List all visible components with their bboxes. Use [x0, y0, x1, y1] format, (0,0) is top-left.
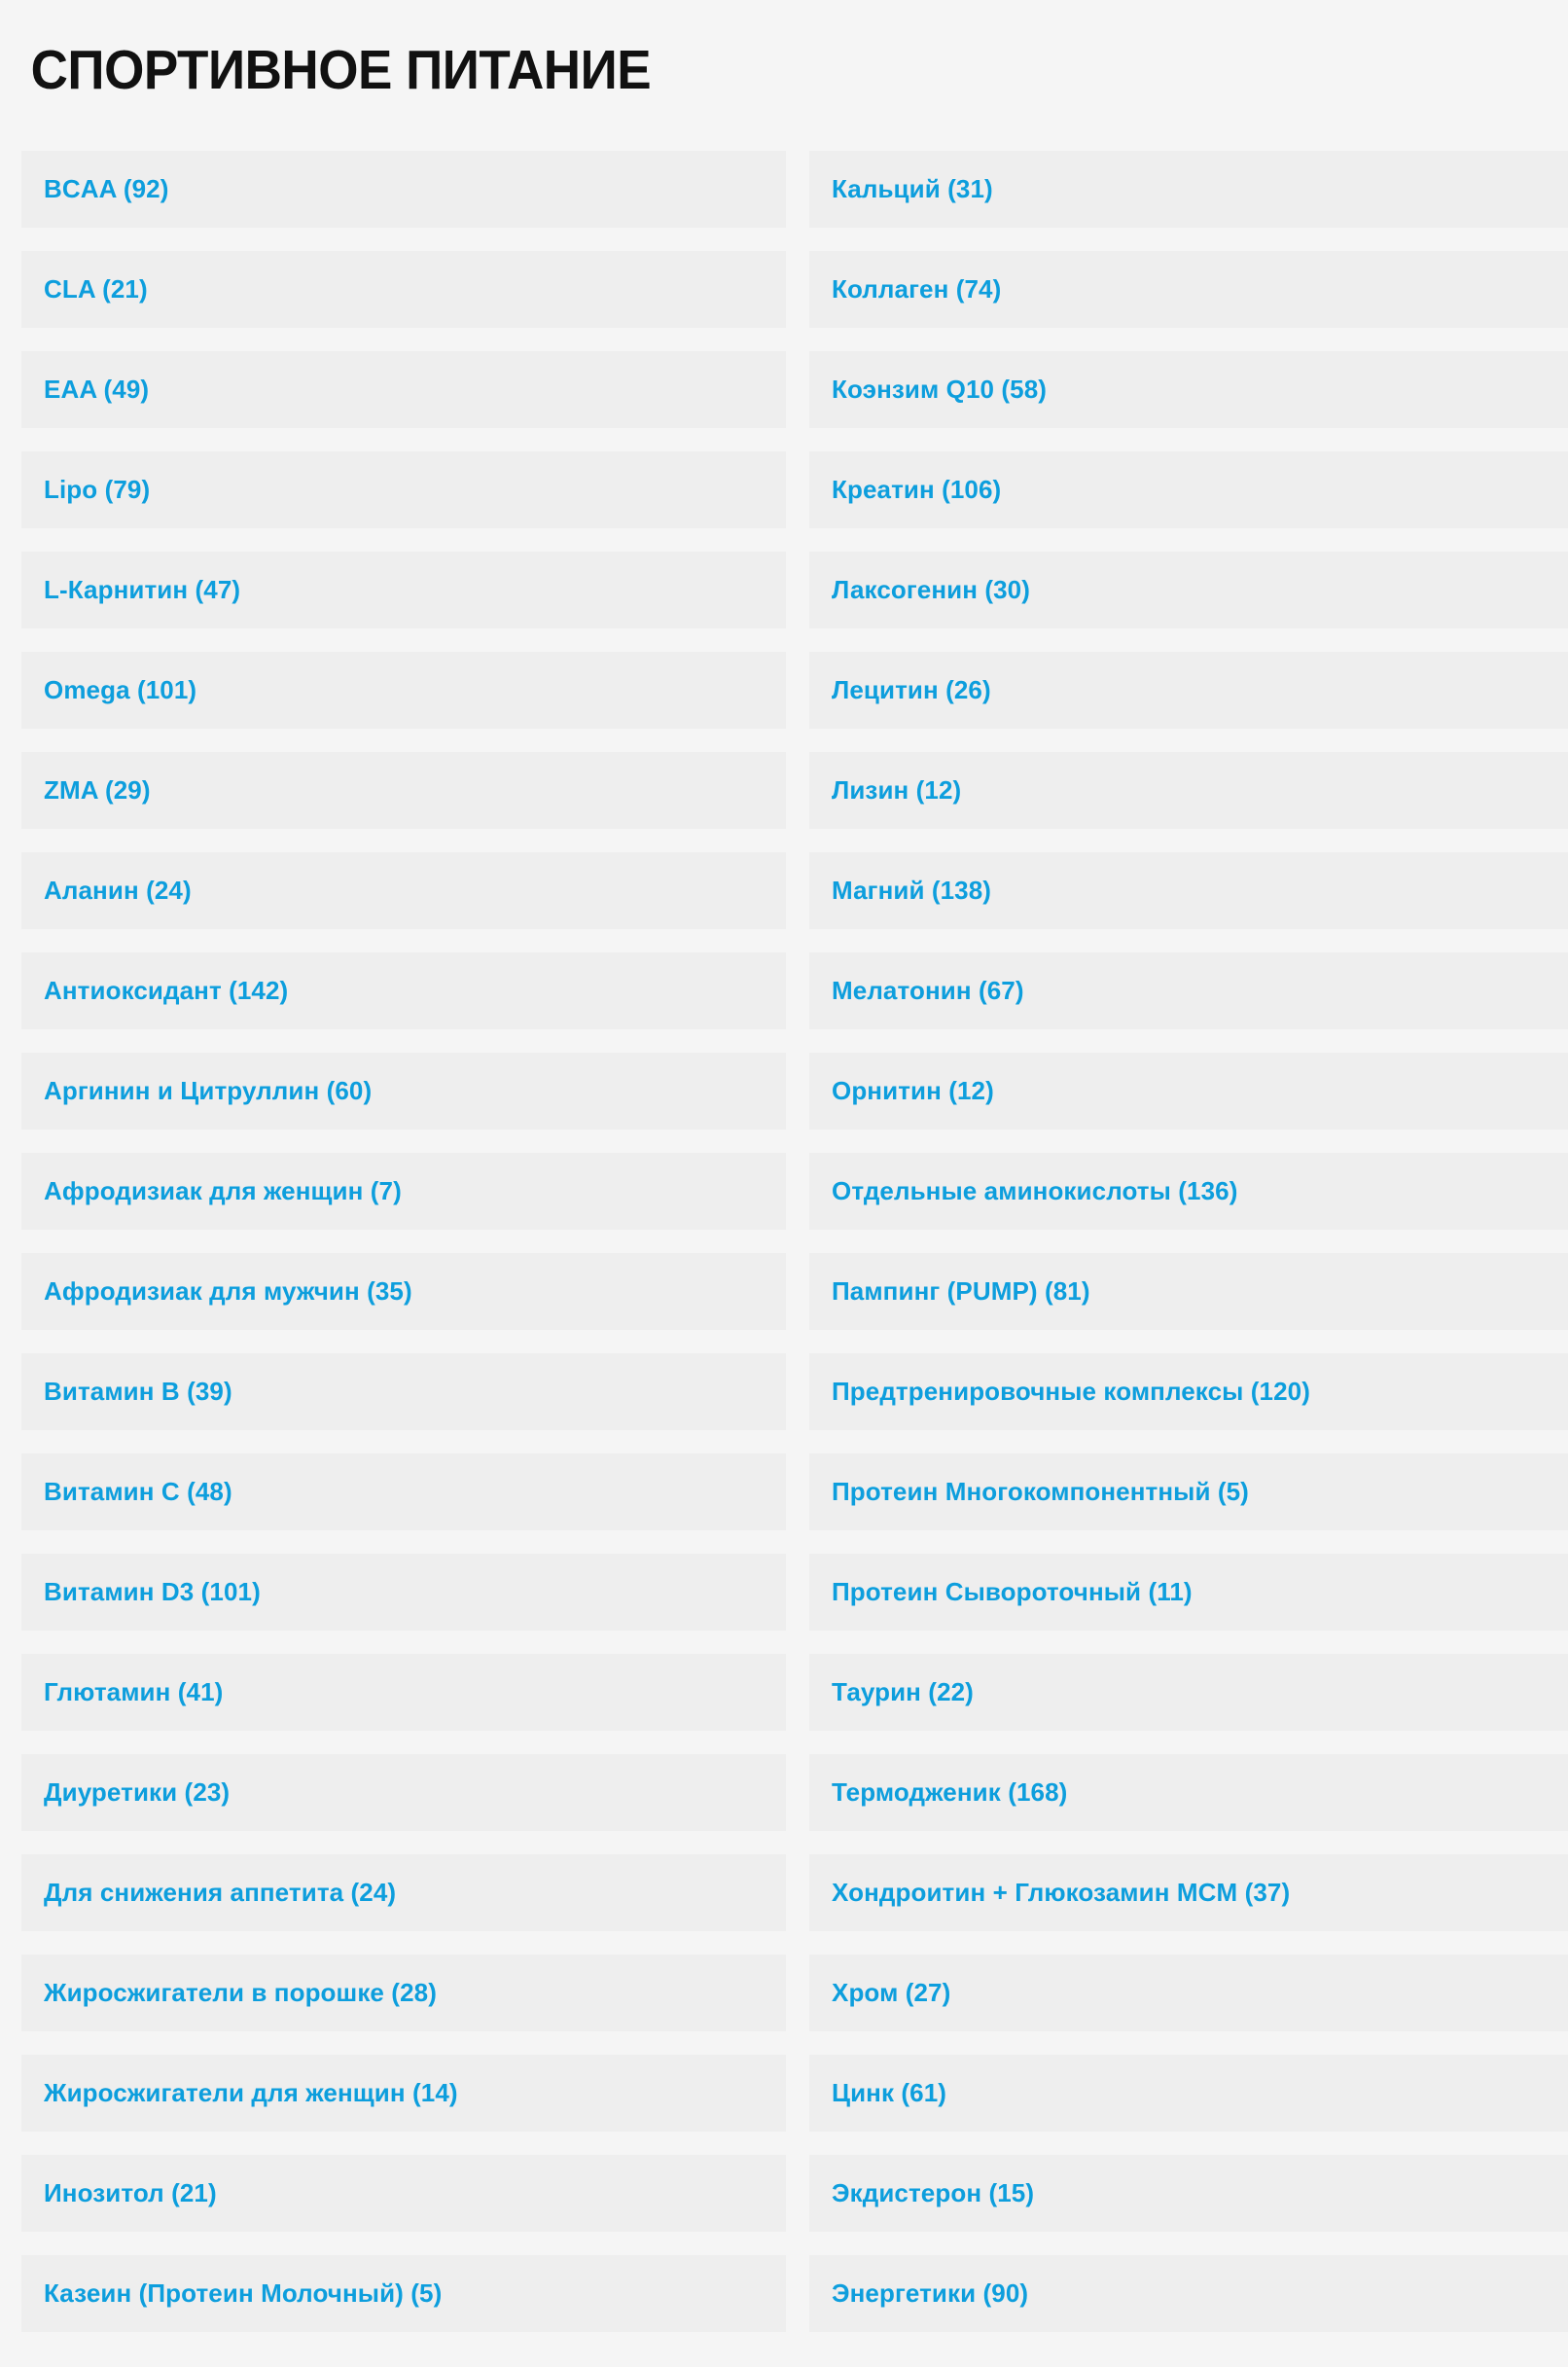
- category-row[interactable]: Экдистерон (15): [809, 2155, 1568, 2232]
- category-row[interactable]: Предтренировочные комплексы (120): [809, 1353, 1568, 1430]
- category-row[interactable]: Орнитин (12): [809, 1053, 1568, 1130]
- category-row[interactable]: Термодженик (168): [809, 1754, 1568, 1831]
- category-row[interactable]: Lipo (79): [21, 451, 786, 528]
- category-link[interactable]: CLA (21): [44, 274, 148, 305]
- category-link[interactable]: Lipo (79): [44, 475, 151, 505]
- category-link[interactable]: Диуретики (23): [44, 1777, 231, 1808]
- category-row[interactable]: Витамин B (39): [21, 1353, 786, 1430]
- category-link[interactable]: Хондроитин + Глюкозамин MCM (37): [832, 1878, 1291, 1908]
- category-row[interactable]: Креатин (106): [809, 451, 1568, 528]
- category-link[interactable]: Omega (101): [44, 675, 197, 705]
- category-link[interactable]: ZMA (29): [44, 775, 151, 806]
- category-link[interactable]: Витамин B (39): [44, 1377, 232, 1407]
- category-link[interactable]: Для снижения аппетита (24): [44, 1878, 397, 1908]
- category-link[interactable]: Предтренировочные комплексы (120): [832, 1377, 1310, 1407]
- category-link[interactable]: Протеин Сывороточный (11): [832, 1577, 1193, 1607]
- category-row[interactable]: L-Карнитин (47): [21, 552, 786, 628]
- category-row[interactable]: Для снижения аппетита (24): [21, 1854, 786, 1931]
- category-row[interactable]: Жиросжигатели для женщин (14): [21, 2055, 786, 2132]
- category-link[interactable]: Лизин (12): [832, 775, 962, 806]
- category-link[interactable]: Экдистерон (15): [832, 2178, 1035, 2208]
- category-link[interactable]: Лаксогенин (30): [832, 575, 1031, 605]
- category-link[interactable]: EAA (49): [44, 375, 150, 405]
- category-link[interactable]: BCAA (92): [44, 174, 169, 204]
- category-link[interactable]: Аргинин и Цитруллин (60): [44, 1076, 373, 1106]
- category-row[interactable]: Инозитол (21): [21, 2155, 786, 2232]
- category-row[interactable]: Протеин Сывороточный (11): [809, 1554, 1568, 1631]
- category-link[interactable]: Коллаген (74): [832, 274, 1002, 305]
- category-link[interactable]: Аланин (24): [44, 876, 192, 906]
- category-row[interactable]: BCAA (92): [21, 151, 786, 228]
- category-row[interactable]: Отдельные аминокислоты (136): [809, 1153, 1568, 1230]
- category-link[interactable]: Хром (27): [832, 1978, 951, 2008]
- category-row[interactable]: Лаксогенин (30): [809, 552, 1568, 628]
- category-link[interactable]: Энергетики (90): [832, 2278, 1029, 2309]
- category-row[interactable]: Афродизиак для мужчин (35): [21, 1253, 786, 1330]
- category-link[interactable]: Термодженик (168): [832, 1777, 1068, 1808]
- category-column-right: Кальций (31) Коллаген (74) Коэнзим Q10 (58…: [809, 151, 1568, 2332]
- category-row[interactable]: Лецитин (26): [809, 652, 1568, 729]
- category-link[interactable]: Глютамин (41): [44, 1677, 224, 1707]
- category-row[interactable]: Лизин (12): [809, 752, 1568, 829]
- category-link[interactable]: Жиросжигатели для женщин (14): [44, 2078, 458, 2108]
- category-row[interactable]: Коллаген (74): [809, 251, 1568, 328]
- category-row[interactable]: Хондроитин + Глюкозамин MCM (37): [809, 1854, 1568, 1931]
- category-row[interactable]: Казеин (Протеин Молочный) (5): [21, 2255, 786, 2332]
- category-row[interactable]: Жиросжигатели в порошке (28): [21, 1955, 786, 2031]
- category-row[interactable]: Omega (101): [21, 652, 786, 729]
- category-columns: BCAA (92) CLA (21) EAA (49) Lipo (79) L-Карн…: [0, 151, 1568, 2332]
- category-link[interactable]: Отдельные аминокислоты (136): [832, 1176, 1238, 1206]
- category-link[interactable]: Инозитол (21): [44, 2178, 217, 2208]
- category-link[interactable]: L-Карнитин (47): [44, 575, 241, 605]
- category-link[interactable]: Афродизиак для женщин (7): [44, 1176, 402, 1206]
- category-link[interactable]: Орнитин (12): [832, 1076, 994, 1106]
- category-link[interactable]: Лецитин (26): [832, 675, 991, 705]
- category-link[interactable]: Жиросжигатели в порошке (28): [44, 1978, 437, 2008]
- category-row[interactable]: Витамин C (48): [21, 1453, 786, 1530]
- category-link[interactable]: Магний (138): [832, 876, 992, 906]
- category-row[interactable]: Глютамин (41): [21, 1654, 786, 1731]
- category-row[interactable]: Диуретики (23): [21, 1754, 786, 1831]
- category-link[interactable]: Витамин D3 (101): [44, 1577, 261, 1607]
- category-row[interactable]: Протеин Многокомпонентный (5): [809, 1453, 1568, 1530]
- category-link[interactable]: Витамин C (48): [44, 1477, 232, 1507]
- category-row[interactable]: Магний (138): [809, 852, 1568, 929]
- category-row[interactable]: Аланин (24): [21, 852, 786, 929]
- category-row[interactable]: Коэнзим Q10 (58): [809, 351, 1568, 428]
- category-row[interactable]: CLA (21): [21, 251, 786, 328]
- category-row[interactable]: Кальций (31): [809, 151, 1568, 228]
- category-row[interactable]: Мелатонин (67): [809, 952, 1568, 1029]
- category-row[interactable]: Энергетики (90): [809, 2255, 1568, 2332]
- category-link[interactable]: Коэнзим Q10 (58): [832, 375, 1048, 405]
- category-row[interactable]: Таурин (22): [809, 1654, 1568, 1731]
- category-row[interactable]: Витамин D3 (101): [21, 1554, 786, 1631]
- category-link[interactable]: Пампинг (PUMP) (81): [832, 1276, 1090, 1307]
- category-row[interactable]: Пампинг (PUMP) (81): [809, 1253, 1568, 1330]
- category-row[interactable]: ZMA (29): [21, 752, 786, 829]
- category-row[interactable]: Афродизиак для женщин (7): [21, 1153, 786, 1230]
- category-link[interactable]: Кальций (31): [832, 174, 993, 204]
- category-link[interactable]: Цинк (61): [832, 2078, 947, 2108]
- category-link[interactable]: Казеин (Протеин Молочный) (5): [44, 2278, 443, 2309]
- category-row[interactable]: Цинк (61): [809, 2055, 1568, 2132]
- category-link[interactable]: Протеин Многокомпонентный (5): [832, 1477, 1249, 1507]
- category-column-left: BCAA (92) CLA (21) EAA (49) Lipo (79) L-Карн…: [21, 151, 786, 2332]
- category-link[interactable]: Креатин (106): [832, 475, 1002, 505]
- page-title: СПОРТИВНОЕ ПИТАНИЕ: [30, 39, 652, 101]
- category-row[interactable]: Аргинин и Цитруллин (60): [21, 1053, 786, 1130]
- category-row[interactable]: Антиоксидант (142): [21, 952, 786, 1029]
- category-link[interactable]: Антиоксидант (142): [44, 976, 289, 1006]
- category-link[interactable]: Мелатонин (67): [832, 976, 1024, 1006]
- category-row[interactable]: Хром (27): [809, 1955, 1568, 2031]
- category-row[interactable]: EAA (49): [21, 351, 786, 428]
- category-link[interactable]: Таурин (22): [832, 1677, 974, 1707]
- category-link[interactable]: Афродизиак для мужчин (35): [44, 1276, 412, 1307]
